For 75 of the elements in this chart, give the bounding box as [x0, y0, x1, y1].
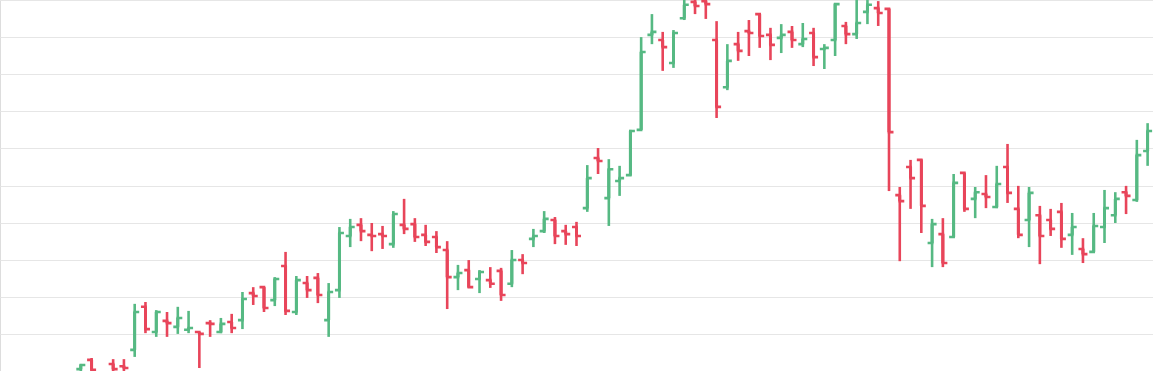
candlestick: [904, 158, 917, 211]
candlestick: [527, 227, 540, 249]
candlestick: [344, 217, 357, 249]
candlestick: [840, 20, 852, 46]
candlestick: [452, 263, 464, 292]
candlestick: [980, 173, 992, 210]
candlestick: [1109, 190, 1122, 225]
candlestick: [204, 318, 216, 339]
candlestick: [937, 216, 949, 269]
candlestick: [322, 281, 335, 339]
candlestick: [926, 217, 938, 269]
candlestick: [1001, 142, 1014, 205]
candlestick: [376, 224, 389, 251]
candlestick: [592, 146, 604, 176]
candlestick: [818, 42, 831, 71]
candlestick: [247, 285, 260, 307]
candlestick: [161, 310, 173, 339]
candlestick: [236, 290, 249, 331]
candlestick: [516, 252, 529, 276]
candlestick: [312, 271, 324, 305]
candlestick: [1098, 188, 1111, 245]
candlestick: [559, 223, 572, 247]
candlestick: [182, 309, 195, 335]
candlestick: [850, 0, 863, 41]
candlestick: [861, 0, 874, 26]
candlestick: [1077, 236, 1089, 265]
candlestick: [721, 42, 734, 92]
candlestick: [398, 197, 410, 236]
candlestick: [796, 21, 809, 49]
candlestick: [1012, 184, 1025, 240]
candlestick: [732, 30, 744, 63]
candlestick: [786, 24, 798, 50]
candlestick: [1131, 138, 1143, 204]
candlestick: [1034, 204, 1046, 266]
candlestick: [495, 266, 507, 303]
candlestick: [775, 22, 788, 55]
candlestick: [409, 216, 421, 244]
candlestick: [484, 265, 497, 290]
candlestick: [301, 274, 313, 300]
candlestick: [172, 305, 184, 336]
candlestick: [441, 239, 453, 311]
candlestick: [150, 308, 163, 339]
candlestick: [333, 225, 346, 300]
candlestick: [128, 302, 141, 359]
candlestick: [570, 220, 583, 248]
candlestick: [969, 185, 981, 220]
candlestick: [656, 30, 669, 73]
candlestick: [279, 250, 292, 317]
candlestick: [290, 274, 303, 317]
candlestick: [365, 221, 378, 253]
candlestick: [872, 0, 885, 28]
candlestick: [139, 300, 152, 335]
candlestick: [387, 209, 400, 250]
candlestick: [430, 229, 443, 255]
candlestick: [1023, 185, 1035, 249]
candlestick: [581, 163, 594, 214]
candlestick: [1044, 207, 1057, 238]
candlestick: [710, 19, 723, 120]
candlestick: [355, 216, 367, 243]
candlestick: [506, 248, 518, 289]
candlestick: [419, 223, 432, 248]
candlestick: [225, 312, 238, 335]
candlestick: [1055, 201, 1068, 250]
candlestick: [646, 12, 658, 46]
candlestick: [667, 28, 680, 70]
candlestick: [603, 157, 615, 228]
candlestick: [743, 18, 755, 58]
candlestick: [764, 26, 777, 62]
candlestick: [549, 215, 561, 246]
candlestick: [1066, 211, 1078, 257]
candlestick: [807, 26, 820, 68]
candlestick: [613, 164, 626, 198]
candlestick: [268, 275, 281, 308]
candlestick: [1120, 184, 1132, 216]
candlestick: [893, 185, 906, 263]
